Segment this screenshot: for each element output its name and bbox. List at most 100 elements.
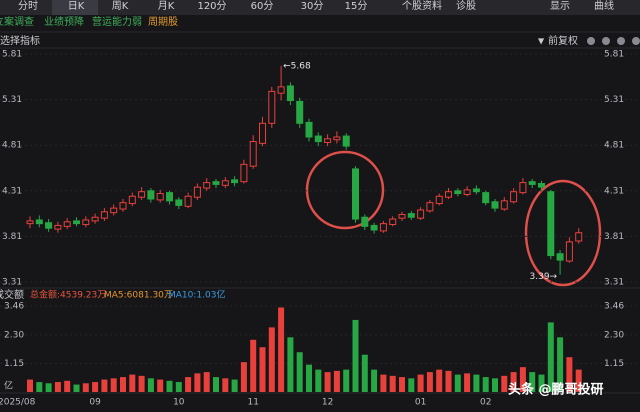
volume-bar: [45, 383, 52, 392]
volume-stat: 总金额:4539.23万: [30, 289, 106, 301]
volume-bar: [101, 379, 108, 392]
volume-bar: [287, 337, 294, 392]
candle-body: [110, 207, 118, 214]
volume-bar: [203, 372, 210, 392]
tab[interactable]: 日K: [68, 1, 85, 12]
candle-body: [277, 86, 285, 94]
candle-body: [445, 191, 452, 198]
volume-bar: [519, 367, 526, 392]
tab[interactable]: 诊股: [456, 0, 476, 12]
candle-body: [156, 193, 164, 201]
volume-bar: [166, 380, 173, 392]
volume-bar: [250, 339, 257, 392]
candle-body: [407, 213, 415, 218]
volume-bar: [417, 374, 424, 392]
candle-body: [417, 209, 425, 219]
candle-body: [259, 122, 266, 144]
tab[interactable]: 30分: [301, 0, 324, 12]
volume-bar: [296, 352, 303, 392]
volume-bar: [454, 374, 461, 392]
right-icon[interactable]: [632, 37, 640, 45]
candle-body: [482, 192, 490, 204]
volume-bar: [371, 369, 378, 392]
volume-bar: [333, 370, 340, 392]
volume-bar: [259, 347, 266, 392]
volume-bar: [306, 364, 312, 392]
candle-body: [370, 224, 378, 231]
candle-body: [352, 168, 359, 220]
candle-body: [26, 220, 34, 225]
candle-body: [91, 216, 99, 222]
candle-body: [73, 220, 80, 225]
volume-bar: [185, 377, 192, 392]
volume-stat: MA5:6081.30万: [104, 291, 173, 301]
candle-body: [435, 195, 443, 205]
candle-body: [333, 136, 341, 141]
candle-body: [231, 179, 239, 184]
price-annotation: ←5.68: [283, 61, 311, 71]
tab-bar: [0, 0, 640, 15]
y-tick-label: 3.31: [604, 278, 624, 288]
tab[interactable]: 120分: [197, 0, 226, 12]
x-tick-label: 01: [415, 398, 426, 408]
volume-unit: 亿: [4, 380, 13, 392]
x-tick-label: 12: [322, 398, 333, 408]
indicator-select[interactable]: 选择指标: [0, 34, 40, 47]
volume-bar: [492, 378, 498, 392]
tab[interactable]: 15分: [345, 0, 368, 12]
candle-body: [305, 121, 313, 138]
x-tick-label: 2025/08: [0, 398, 36, 408]
volume-tick-label: 3.46: [4, 302, 24, 312]
candle-body: [463, 189, 471, 195]
candle-body: [454, 190, 462, 195]
candle-body: [175, 199, 183, 206]
volume-bar: [464, 373, 471, 392]
volume-tick-label: 1.15: [604, 359, 624, 369]
candle-body: [203, 182, 211, 189]
candle-body: [324, 138, 332, 143]
volume-bar: [408, 378, 415, 392]
adjust-select[interactable]: 前复权: [548, 34, 578, 47]
tab[interactable]: 分时: [18, 0, 38, 12]
volume-bar: [380, 374, 387, 392]
candle-body: [35, 219, 43, 225]
volume-bar: [73, 384, 80, 392]
volume-bar: [501, 375, 508, 392]
tab[interactable]: 周K: [112, 0, 129, 12]
volume-bar: [92, 382, 99, 392]
candle-body: [296, 100, 304, 124]
tab[interactable]: 曲线: [594, 0, 614, 12]
y-tick-label: 5.31: [2, 95, 22, 105]
zoom-out-icon[interactable]: [587, 37, 595, 45]
candle-body: [45, 222, 53, 229]
candle-body: [100, 211, 108, 219]
candle-body: [54, 224, 62, 230]
tab[interactable]: 个股资料: [402, 0, 442, 12]
candle-body: [212, 181, 220, 185]
candle-body: [389, 218, 397, 226]
volume-bar: [426, 372, 433, 392]
volume-bar: [27, 379, 33, 392]
tab-selected-bg: [52, 0, 98, 15]
volume-bar: [213, 377, 219, 392]
y-tick-label: 3.81: [2, 232, 22, 242]
candle-body: [398, 214, 406, 219]
candle-body: [342, 135, 350, 147]
zoom-in-icon[interactable]: [602, 37, 610, 45]
candle-body: [528, 181, 536, 185]
tab[interactable]: 显示: [550, 0, 570, 12]
x-tick-label: 02: [480, 398, 491, 408]
candle-body: [221, 180, 229, 186]
tag: 业绩预降: [44, 15, 84, 28]
tag: 立案调查: [0, 15, 34, 28]
tab[interactable]: 60分: [251, 0, 274, 12]
volume-bar: [110, 378, 117, 392]
left-icon[interactable]: [617, 37, 625, 45]
tab[interactable]: 月K: [158, 0, 175, 12]
volume-bar: [194, 373, 201, 392]
y-tick-label: 3.31: [2, 278, 22, 288]
candle-body: [547, 191, 555, 257]
y-tick-label: 3.81: [604, 232, 624, 242]
candle-body: [147, 190, 155, 200]
